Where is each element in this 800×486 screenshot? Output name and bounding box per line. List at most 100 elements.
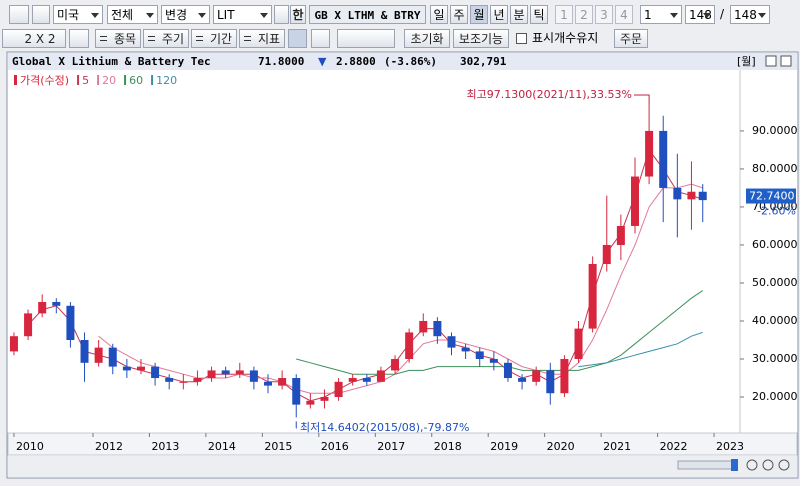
period-tag: [월] [737, 55, 756, 68]
order-button[interactable]: 주문 [614, 29, 648, 48]
menu-button[interactable]: 지표 [239, 29, 285, 48]
layout-button[interactable]: 2 X 2 [2, 29, 66, 48]
legend-label: 5 [82, 74, 89, 87]
candle-body [306, 400, 315, 405]
x-tick-label: 2019 [490, 440, 518, 453]
candle-body [362, 378, 371, 382]
market-select[interactable]: 미국 [53, 5, 103, 24]
y-tick-label: 20.0000 [752, 390, 798, 403]
shown-input[interactable]: 148 [685, 5, 715, 24]
legend-label: 20 [102, 74, 116, 87]
zoom-icons[interactable] [746, 459, 790, 471]
single-layout[interactable] [69, 29, 89, 48]
x-tick-label: 2010 [16, 440, 44, 453]
separator: / [720, 7, 725, 21]
menu-button[interactable]: 기간 [191, 29, 237, 48]
max-annotation: 최고97.1300(2021/11),33.53% [467, 88, 632, 101]
candle-body [574, 328, 583, 360]
x-tick-label: 2020 [547, 440, 575, 453]
y-tick-label: 30.0000 [752, 352, 798, 365]
period-button[interactable]: 월 [470, 5, 488, 24]
current-price-label: 72.7400 [749, 190, 795, 203]
period-button[interactable]: 년 [490, 5, 508, 24]
playback-controls[interactable] [337, 29, 395, 48]
candle-body [433, 320, 442, 337]
period-button[interactable]: 일 [430, 5, 448, 24]
candle-body [221, 370, 230, 375]
window-buttons[interactable] [765, 55, 792, 67]
page-button[interactable]: 4 [615, 5, 633, 24]
legend-label: 가격(수정) [20, 74, 69, 87]
current-pct: -2.60% [757, 205, 796, 218]
reset-button[interactable]: 초기화 [404, 29, 450, 48]
candle-body [419, 320, 428, 333]
candle-body [673, 187, 682, 200]
candle-body [461, 347, 470, 352]
x-tick-label: 2022 [660, 440, 688, 453]
currency-tool[interactable] [311, 29, 330, 48]
bottom-bar [8, 456, 797, 477]
x-tick-label: 2023 [716, 440, 744, 453]
symbol-name: GB X LTHM & BTRY [309, 5, 426, 24]
menu-button[interactable]: 종목 [95, 29, 141, 48]
legend-label: 60 [129, 74, 143, 87]
candle-body [165, 378, 174, 382]
legend-swatch [14, 75, 17, 85]
candle-body [503, 362, 512, 379]
menu-icon[interactable] [9, 5, 29, 24]
candle-body [52, 301, 61, 306]
x-tick-label: 2018 [434, 440, 462, 453]
candle-body [207, 370, 216, 379]
ma-line [98, 183, 703, 394]
candle-body [94, 347, 103, 363]
x-tick-label: 2015 [264, 440, 292, 453]
keep-count-label: 표시개수유지 [532, 31, 599, 45]
candle-body [66, 305, 75, 341]
candle-body [151, 366, 160, 379]
current-price-box [746, 188, 796, 204]
candle-body [489, 359, 498, 363]
symbol-input[interactable]: LIT [213, 5, 272, 24]
candle-body [334, 381, 343, 398]
keep-count-checkbox[interactable] [516, 33, 527, 44]
lang-button[interactable]: 한 [290, 5, 306, 24]
candle-body [264, 381, 273, 386]
aux-button[interactable]: 보조기능 [453, 29, 509, 48]
scrollbar[interactable] [677, 460, 737, 470]
min-annotation: 최저14.6402(2015/08),-79.87% [300, 421, 469, 434]
page-button[interactable]: 1 [555, 5, 573, 24]
candle-body [475, 351, 484, 360]
y-tick-label: 80.0000 [752, 162, 798, 175]
candle-body [588, 263, 597, 329]
candle-body [546, 370, 555, 394]
instrument-name: Global X Lithium & Battery Tec [12, 55, 211, 68]
chart-header-bar [8, 53, 797, 70]
period-button[interactable]: 틱 [530, 5, 548, 24]
period-button[interactable]: 주 [450, 5, 468, 24]
candle-body [179, 381, 188, 383]
page-button[interactable]: 2 [575, 5, 593, 24]
candle-body [659, 130, 668, 188]
y-tick-label: 90.0000 [752, 124, 798, 137]
max-arrow [634, 94, 650, 104]
x-tick-label: 2014 [208, 440, 236, 453]
change-pct: (-3.86%) [384, 55, 437, 68]
candle-body [24, 313, 33, 337]
up-button[interactable] [32, 5, 50, 24]
candle-body [348, 378, 357, 382]
x-axis-strip [7, 432, 798, 456]
menu-button[interactable]: 주기 [143, 29, 189, 48]
change-select[interactable]: 변경 [161, 5, 210, 24]
period-button[interactable]: 분 [510, 5, 528, 24]
candle-body [447, 336, 456, 348]
count-select[interactable]: 1 [640, 5, 682, 24]
scroll-thumb[interactable] [731, 459, 738, 471]
legend-label: 120 [156, 74, 177, 87]
scope-select[interactable]: 전체 [107, 5, 158, 24]
move-tool[interactable] [288, 29, 307, 48]
search-button[interactable] [274, 5, 289, 24]
candle-body [235, 370, 244, 375]
x-tick-label: 2012 [95, 440, 123, 453]
page-button[interactable]: 3 [595, 5, 613, 24]
